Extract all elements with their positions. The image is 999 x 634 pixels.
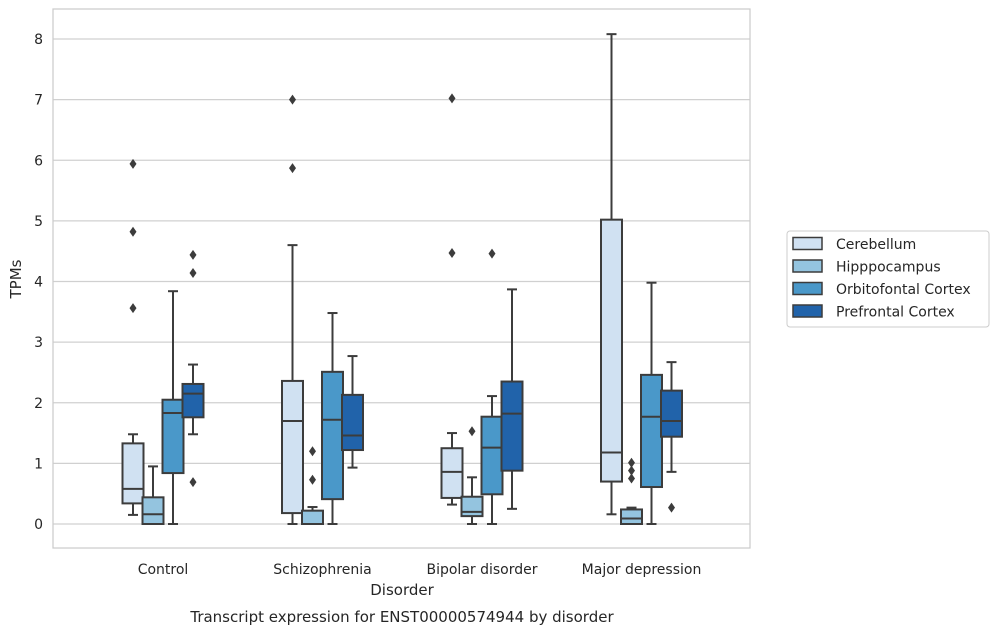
- box-iqr: [341, 393, 364, 452]
- legend-swatch: [792, 236, 823, 251]
- box-hipppocampus: [460, 426, 484, 525]
- box-prefrontal-cortex: [341, 355, 364, 469]
- legend-swatch: [792, 259, 823, 273]
- outlier-point: [448, 93, 456, 104]
- box-iqr: [600, 218, 623, 483]
- outlier-point: [129, 303, 137, 314]
- y-tick-label: 7: [34, 93, 43, 109]
- legend-label: Cerebellum: [836, 237, 916, 253]
- outlier-point: [468, 426, 476, 437]
- y-tick-label: 5: [34, 214, 43, 230]
- plot-frame: [52, 8, 751, 549]
- box-prefrontal-cortex: [181, 249, 205, 488]
- outlier-point: [129, 158, 137, 169]
- legend-swatch: [792, 281, 823, 296]
- outlier-point: [289, 94, 296, 105]
- outlier-point: [628, 473, 635, 484]
- x-tick-label: Bipolar disorder: [426, 562, 537, 578]
- box-iqr: [480, 415, 504, 496]
- box-cerebellum: [281, 94, 304, 525]
- outlier-point: [309, 446, 316, 457]
- x-axis-label: Disorder: [370, 581, 434, 599]
- box-hipppocampus: [141, 465, 165, 526]
- outlier-point: [309, 474, 316, 485]
- box-iqr: [321, 370, 344, 501]
- outlier-point: [189, 477, 197, 488]
- box-orbitofontal-cortex: [640, 281, 663, 525]
- box-prefrontal-cortex: [500, 288, 524, 510]
- outlier-point: [289, 163, 296, 174]
- box-iqr: [141, 496, 165, 526]
- y-tick-labels: 0 1 2 3 4 5 6 7 8: [34, 32, 43, 533]
- y-tick-label: 2: [34, 396, 43, 412]
- legend-label: Orbitofontal Cortex: [836, 282, 971, 298]
- box-iqr: [281, 379, 304, 515]
- x-tick-labels: Control Schizophrenia Bipolar disorder Majo…: [138, 562, 702, 578]
- legend-label: Hipppocampus: [836, 260, 941, 276]
- legend-label: Prefrontal Cortex: [836, 305, 955, 321]
- y-tick-label: 3: [34, 335, 43, 351]
- outlier-point: [129, 226, 137, 237]
- box-iqr: [640, 373, 663, 489]
- y-tick-label: 1: [34, 456, 43, 472]
- outlier-point: [488, 248, 496, 259]
- y-tick-label: 4: [34, 275, 43, 291]
- box-hipppocampus: [301, 446, 324, 526]
- box-iqr: [460, 495, 484, 518]
- box-iqr: [301, 509, 324, 526]
- y-axis-label: TPMs: [7, 259, 25, 299]
- x-tick-label: Major depression: [582, 562, 702, 578]
- box-iqr: [500, 380, 524, 472]
- outlier-point: [668, 502, 675, 513]
- legend-swatch: [792, 304, 823, 318]
- y-tick-label: 0: [34, 517, 43, 533]
- box-orbitofontal-cortex: [480, 248, 504, 525]
- figure-caption: Transcript expression for ENST0000057494…: [189, 608, 614, 626]
- box-iqr: [440, 447, 464, 499]
- legend: Cerebellum Hipppocampus Orbitofontal Corte…: [786, 230, 990, 328]
- y-tick-label: 6: [34, 153, 43, 169]
- box-cerebellum: [600, 33, 623, 516]
- outlier-point: [448, 248, 456, 259]
- legend-frame: [786, 230, 990, 328]
- box-cerebellum: [440, 93, 464, 506]
- outlier-point: [628, 457, 635, 468]
- y-tick-label: 8: [34, 32, 43, 48]
- outlier-point: [189, 268, 197, 279]
- box-iqr: [161, 398, 185, 475]
- boxes: [121, 33, 683, 526]
- box-orbitofontal-cortex: [321, 312, 344, 525]
- box-iqr: [181, 382, 205, 419]
- box-iqr: [660, 389, 683, 438]
- box-cerebellum: [121, 158, 145, 516]
- box-iqr: [121, 442, 145, 505]
- outlier-point: [189, 249, 197, 260]
- box-orbitofontal-cortex: [161, 290, 185, 525]
- outlier-point: [628, 465, 635, 476]
- box-iqr: [620, 508, 643, 526]
- box-hipppocampus: [620, 457, 643, 526]
- x-tick-label: Schizophrenia: [273, 562, 371, 578]
- box-prefrontal-cortex: [660, 361, 683, 513]
- x-tick-label: Control: [138, 562, 189, 578]
